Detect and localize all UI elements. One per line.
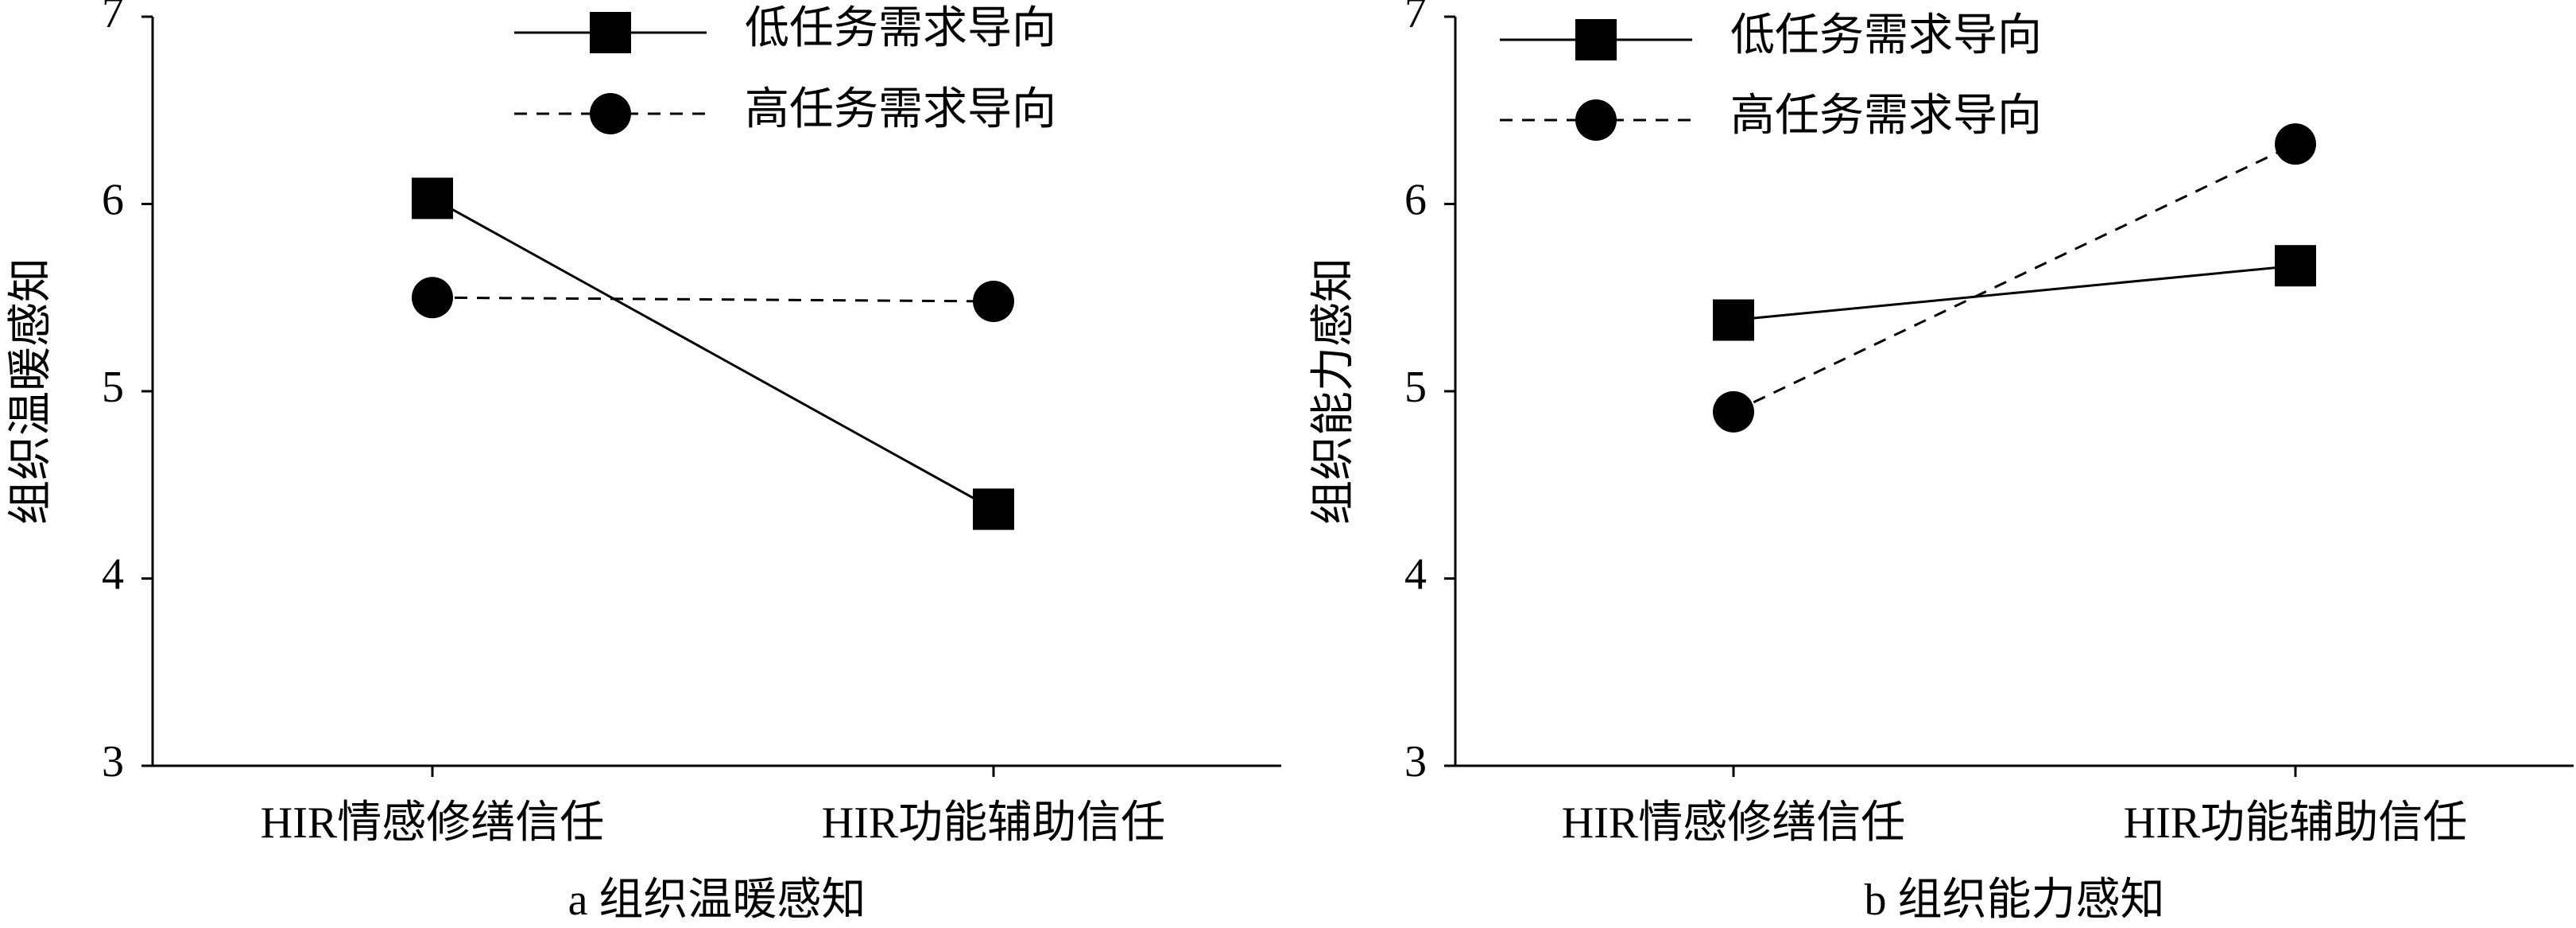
y-tick-label: 5: [102, 363, 124, 412]
legend-marker: [1575, 99, 1617, 141]
legend-marker: [1575, 19, 1617, 60]
marker: [973, 488, 1014, 530]
caption: a 组织温暖感知: [568, 876, 866, 925]
chart: 3 4 5 6 7 HIR情感修缮信任 HIR功能辅助信任 组织温暖感知 a 组织温暖感知 低任务…: [6, 0, 1281, 925]
marker: [412, 277, 453, 319]
series-line: [1733, 142, 2296, 414]
series-line: [432, 296, 994, 303]
legend-label: 高任务需求导向: [1730, 91, 2042, 141]
y-axis-title: 组织能力感知: [1309, 258, 1358, 525]
y-axis-title: 组织温暖感知: [6, 258, 56, 525]
x-tick-label: HIR情感修缮信任: [1562, 798, 1905, 848]
x-tick-label: HIR功能辅助信任: [822, 798, 1165, 848]
y-tick-label: 3: [102, 737, 124, 786]
marker: [2275, 123, 2316, 165]
legend-label: 低任务需求导向: [1730, 11, 2042, 60]
marker: [412, 177, 453, 219]
marker: [973, 280, 1014, 322]
x-tick-label: HIR情感修缮信任: [261, 798, 604, 848]
legend-label: 低任务需求导向: [745, 4, 1056, 53]
marker: [1713, 390, 1754, 433]
chart: 3 4 5 6 7 HIR情感修缮信任 HIR功能辅助信任 组织能力感知 b 组织能力感知 低任务…: [1309, 0, 2574, 925]
legend-marker: [590, 93, 631, 134]
marker: [1713, 299, 1754, 341]
y-tick-label: 7: [102, 0, 124, 37]
y-tick-label: 3: [1404, 737, 1427, 786]
legend-marker: [590, 12, 631, 53]
y-tick-label: 4: [1404, 549, 1427, 599]
legend-label: 高任务需求导向: [745, 85, 1056, 134]
y-tick-label: 5: [1404, 363, 1427, 412]
x-tick-label: HIR功能辅助信任: [2124, 798, 2467, 848]
marker: [2275, 245, 2316, 287]
caption: b 组织能力感知: [1865, 876, 2165, 925]
y-tick-label: 6: [1404, 175, 1427, 224]
series-line: [1733, 264, 2296, 322]
y-tick-label: 6: [102, 175, 124, 224]
y-tick-label: 4: [102, 549, 124, 599]
series-line: [432, 197, 994, 511]
y-tick-label: 7: [1404, 0, 1427, 37]
